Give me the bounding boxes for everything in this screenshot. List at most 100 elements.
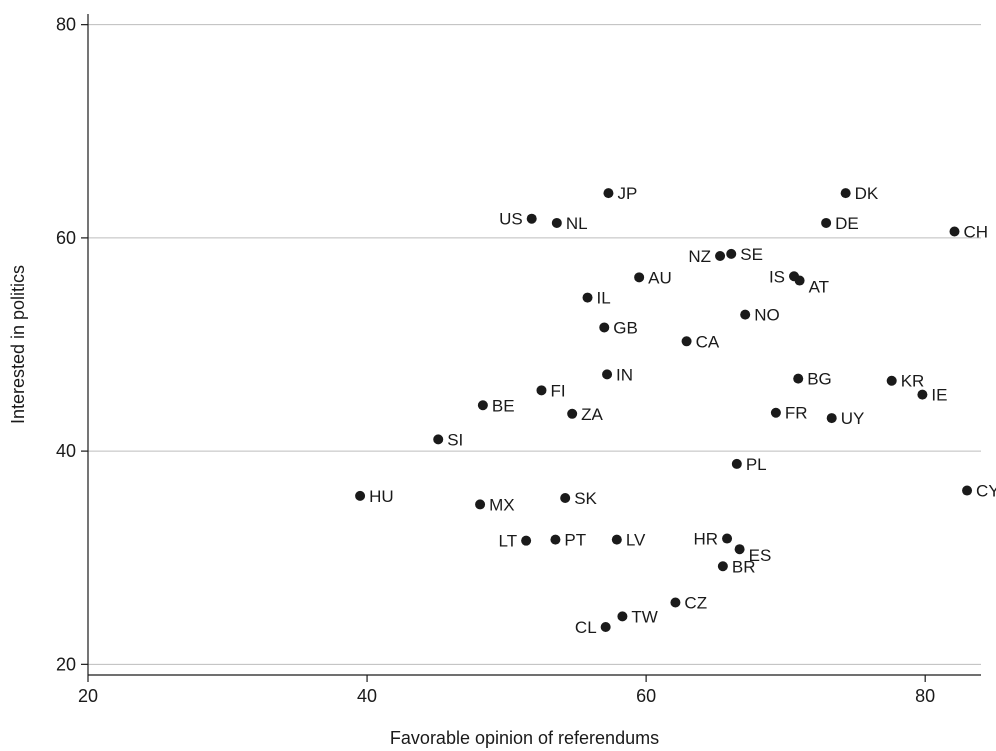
- point-marker: [794, 275, 805, 286]
- point-marker: [726, 248, 737, 259]
- y-tick-label: 80: [56, 15, 76, 35]
- point-marker: [681, 336, 692, 347]
- point-marker: [949, 226, 960, 237]
- point-label: BR: [732, 557, 756, 576]
- point-cl: CL: [575, 618, 611, 637]
- point-marker: [477, 400, 488, 411]
- tick-marks: 20 40 60 80 20 40 60 80: [56, 15, 935, 706]
- y-axis-title: Interested in politics: [8, 265, 28, 424]
- point-label: US: [499, 210, 523, 229]
- point-label: GB: [613, 318, 638, 337]
- point-label: LV: [626, 531, 646, 550]
- point-label: IE: [931, 386, 947, 405]
- point-hr: HR: [693, 530, 733, 549]
- point-label: IL: [597, 289, 611, 308]
- point-marker: [740, 309, 751, 320]
- point-marker: [433, 434, 444, 445]
- point-label: HU: [369, 487, 394, 506]
- point-label: SI: [447, 430, 463, 449]
- point-lv: LV: [611, 531, 646, 550]
- y-tick-label: 60: [56, 228, 76, 248]
- point-label: BG: [807, 370, 832, 389]
- gridlines: [88, 24, 981, 665]
- point-label: CZ: [684, 594, 707, 613]
- point-in: IN: [602, 365, 633, 384]
- data-points: JP DK US NL DE CH NZ SE AU IS AT IL NO GB CA IN BG KR FI IE…: [355, 184, 996, 637]
- point-sk: SK: [560, 489, 598, 508]
- point-mx: MX: [475, 495, 515, 514]
- point-marker: [793, 373, 804, 384]
- point-marker: [550, 534, 561, 545]
- point-dk: DK: [840, 184, 879, 203]
- point-label: LT: [499, 532, 518, 551]
- point-marker: [917, 389, 928, 400]
- point-label: FR: [785, 404, 808, 423]
- point-marker: [551, 217, 562, 228]
- point-cy: CY: [962, 482, 996, 501]
- point-label: TW: [631, 607, 657, 626]
- point-label: DE: [835, 214, 859, 233]
- point-lt: LT: [499, 532, 532, 551]
- point-marker: [886, 375, 897, 386]
- point-marker: [821, 217, 832, 228]
- point-label: SK: [574, 489, 597, 508]
- point-marker: [475, 499, 486, 510]
- point-label: DK: [855, 184, 879, 203]
- point-label: CA: [696, 332, 720, 351]
- point-tw: TW: [617, 607, 658, 626]
- point-label: SE: [740, 245, 763, 264]
- point-nl: NL: [551, 214, 588, 233]
- x-tick-label: 20: [78, 686, 98, 706]
- point-label: NO: [754, 306, 780, 325]
- point-label: PL: [746, 455, 767, 474]
- point-il: IL: [582, 289, 611, 308]
- point-marker: [734, 544, 745, 555]
- point-bg: BG: [793, 370, 832, 389]
- point-label: CH: [963, 222, 988, 241]
- point-label: NL: [566, 214, 588, 233]
- point-label: BE: [492, 396, 515, 415]
- point-pl: PL: [731, 455, 767, 474]
- point-marker: [722, 533, 733, 544]
- point-label: IS: [769, 267, 785, 286]
- point-label: CL: [575, 618, 597, 637]
- point-label: NZ: [688, 247, 711, 266]
- point-marker: [567, 408, 578, 419]
- point-cz: CZ: [670, 594, 707, 613]
- point-marker: [731, 458, 742, 469]
- point-marker: [603, 188, 614, 199]
- point-marker: [526, 213, 537, 224]
- point-au: AU: [634, 268, 672, 287]
- point-label: HR: [693, 530, 718, 549]
- point-label: ES: [749, 546, 772, 565]
- point-fr: FR: [770, 404, 808, 423]
- y-tick-label: 40: [56, 441, 76, 461]
- point-hu: HU: [355, 487, 394, 506]
- point-label: UY: [841, 409, 865, 428]
- x-tick-label: 60: [636, 686, 656, 706]
- point-marker: [355, 490, 366, 501]
- point-pt: PT: [550, 531, 586, 550]
- point-nz: NZ: [688, 247, 726, 266]
- point-label: ZA: [581, 405, 603, 424]
- point-jp: JP: [603, 184, 637, 203]
- point-uy: UY: [826, 409, 865, 428]
- point-marker: [599, 322, 610, 333]
- point-marker: [826, 413, 837, 424]
- point-no: NO: [740, 306, 780, 325]
- point-label: KR: [901, 372, 925, 391]
- point-marker: [536, 385, 547, 396]
- point-br: BR: [717, 557, 756, 576]
- point-marker: [962, 485, 973, 496]
- point-marker: [560, 493, 571, 504]
- point-za: ZA: [567, 405, 604, 424]
- point-fi: FI: [536, 381, 566, 400]
- point-label: MX: [489, 495, 515, 514]
- point-us: US: [499, 210, 537, 229]
- point-label: FI: [550, 381, 565, 400]
- point-marker: [717, 561, 728, 572]
- point-se: SE: [726, 245, 763, 264]
- point-gb: GB: [599, 318, 638, 337]
- axes: [87, 14, 981, 676]
- point-ie: IE: [917, 386, 947, 405]
